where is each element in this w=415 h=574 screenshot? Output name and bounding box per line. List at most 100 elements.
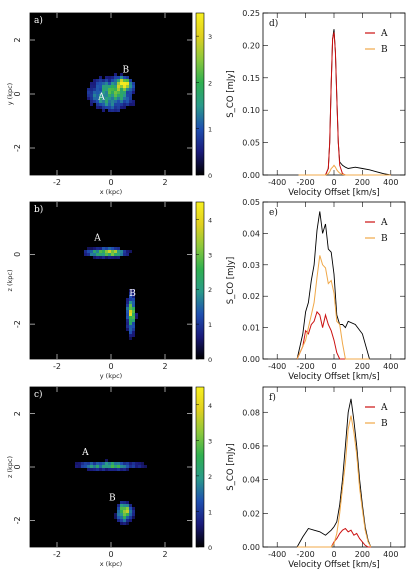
emission-cell	[120, 462, 123, 465]
emission-cell	[117, 76, 120, 79]
emission-cell	[117, 462, 120, 465]
emission-cell	[126, 462, 129, 465]
emission-cell	[90, 88, 93, 91]
emission-cell	[96, 91, 99, 94]
emission-cell	[114, 85, 117, 88]
emission-cell	[114, 73, 117, 76]
x-axis-label: Velocity Offset [km/s]	[288, 188, 379, 198]
emission-cell	[120, 91, 123, 94]
map-background	[30, 202, 192, 359]
emission-cell	[129, 316, 132, 319]
emission-cell	[105, 94, 108, 97]
emission-cell	[132, 322, 135, 325]
x-tick-label: -400	[268, 362, 286, 371]
emission-cell	[93, 462, 96, 465]
emission-cell	[111, 247, 114, 250]
emission-cell	[132, 331, 135, 334]
emission-cell	[123, 94, 126, 97]
emission-cell	[129, 507, 132, 510]
emission-cell	[105, 256, 108, 259]
colorbar	[195, 386, 205, 548]
emission-cell	[93, 97, 96, 100]
emission-cell	[120, 76, 123, 79]
series-line-b	[297, 415, 372, 548]
emission-cell	[99, 106, 102, 109]
x-tick-label: 2	[162, 550, 167, 559]
emission-cell	[75, 462, 78, 465]
emission-cell	[114, 256, 117, 259]
emission-cell	[108, 88, 111, 91]
emission-cell	[90, 253, 93, 256]
emission-cell	[105, 462, 108, 465]
colorbar-tick-label: 3	[208, 33, 212, 41]
emission-cell	[111, 79, 114, 82]
emission-cell	[90, 82, 93, 85]
emission-cell	[126, 510, 129, 513]
emission-cell	[99, 247, 102, 250]
emission-cell	[120, 94, 123, 97]
emission-cell	[123, 519, 126, 522]
emission-cell	[114, 465, 117, 468]
blob-label: A	[97, 92, 105, 102]
y-tick-label: 2	[13, 411, 22, 416]
emission-cell	[84, 462, 87, 465]
emission-cell	[108, 76, 111, 79]
emission-cell	[132, 516, 135, 519]
y-axis-label: z (kpc)	[6, 456, 14, 478]
emission-cell	[111, 100, 114, 103]
emission-cell	[126, 522, 129, 525]
spectrum-frame	[262, 12, 406, 176]
x-axis-label: x (kpc)	[100, 188, 122, 196]
emission-cell	[126, 85, 129, 88]
emission-cell	[117, 250, 120, 253]
emission-cell	[120, 504, 123, 507]
emission-cell	[102, 103, 105, 106]
emission-cell	[114, 516, 117, 519]
emission-cell	[123, 468, 126, 471]
emission-cell	[129, 331, 132, 334]
emission-cell	[114, 100, 117, 103]
emission-cell	[126, 322, 129, 325]
emission-cell	[87, 97, 90, 100]
emission-cell	[123, 103, 126, 106]
emission-cell	[108, 106, 111, 109]
emission-cell	[102, 256, 105, 259]
y-tick-label: 0.03	[242, 261, 260, 270]
x-tick-label: 0	[108, 178, 113, 187]
emission-cell	[78, 462, 81, 465]
x-tick-label: -200	[297, 362, 315, 371]
x-tick-label: -400	[268, 550, 286, 559]
emission-cell	[126, 103, 129, 106]
legend-label: A	[380, 29, 388, 39]
emission-cell	[123, 97, 126, 100]
emission-cell	[84, 253, 87, 256]
emission-cell	[114, 94, 117, 97]
series-line-b	[296, 255, 370, 360]
emission-cell	[120, 468, 123, 471]
panel-label: f)	[269, 392, 276, 403]
emission-cell	[90, 85, 93, 88]
x-axis-label: y (kpc)	[100, 372, 122, 380]
blob-label: A	[81, 448, 89, 458]
emission-cell	[111, 250, 114, 253]
emission-cell	[99, 82, 102, 85]
spectrum-frame	[262, 386, 406, 548]
emission-cell	[108, 256, 111, 259]
emission-cell	[99, 256, 102, 259]
emission-cell	[90, 94, 93, 97]
emission-cell	[129, 337, 132, 340]
emission-cell	[126, 301, 129, 304]
colorbar-tick-label: 4	[208, 216, 212, 224]
emission-cell	[132, 313, 135, 316]
emission-cell	[102, 100, 105, 103]
emission-cell	[108, 468, 111, 471]
emission-cell	[123, 516, 126, 519]
emission-cell	[93, 468, 96, 471]
emission-cell	[126, 76, 129, 79]
emission-cell	[111, 468, 114, 471]
emission-cell	[96, 94, 99, 97]
emission-cell	[120, 522, 123, 525]
emission-cell	[102, 91, 105, 94]
emission-cell	[126, 504, 129, 507]
